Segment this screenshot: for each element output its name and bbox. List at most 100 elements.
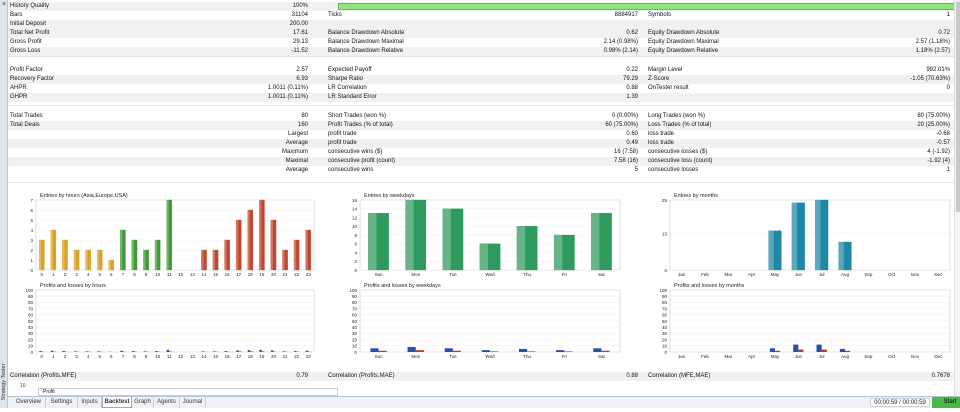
y-tick-label: 0 — [664, 350, 667, 355]
x-tick-label: 11 — [167, 354, 172, 359]
stats-value-1: 6.93 — [208, 75, 308, 84]
x-tick-label: 8 — [133, 354, 136, 359]
chart-bar — [262, 351, 265, 352]
stats-label-2: LR Standard Error — [328, 93, 478, 102]
tab-graph[interactable]: Graph — [132, 397, 154, 408]
chart-bar-highlight — [792, 203, 797, 270]
chart-bar-highlight — [97, 250, 99, 270]
close-icon[interactable]: × — [0, 1, 8, 9]
stats-label-2: Balance Drawdown Absolute — [328, 29, 478, 38]
history-quality-row: History Quality 100% — [8, 2, 954, 11]
y-tick-label: 90 — [28, 294, 34, 299]
stats-value-2: 0.88 — [528, 84, 638, 93]
y-tick-label: 20 — [662, 337, 668, 342]
y-tick-label: 0 — [30, 350, 33, 355]
y-tick-label: 70 — [28, 306, 34, 311]
stats-label-3: Loss Trades (% of total) — [648, 121, 798, 130]
stats-label-2: consecutive wins ($) — [328, 148, 478, 157]
stats-label-3: Margin Level — [648, 66, 798, 75]
bottom-chart-frame: Profit — [38, 388, 338, 396]
chart-bar-highlight — [368, 213, 376, 270]
x-tick-label: 7 — [122, 272, 125, 277]
x-tick-label: Feb — [701, 354, 709, 359]
stats-value-1: 1.0011 (0.11%) — [208, 93, 308, 102]
correlation-mfe-mae-label: Correlation (MFE,MAE) — [648, 372, 798, 381]
x-tick-label: Nov — [911, 354, 920, 359]
chart-bar-highlight — [306, 230, 308, 270]
tab-backtest[interactable]: Backtest — [102, 397, 132, 408]
scrollbar-thumb[interactable] — [956, 2, 960, 212]
chart-bar — [155, 351, 158, 352]
chart-title: Entries by weekdays — [364, 193, 415, 199]
x-tick-label: 22 — [294, 354, 300, 359]
y-tick-label: 90 — [352, 294, 358, 299]
x-tick-label: Fri — [562, 354, 567, 359]
stats-label-3: loss trade — [648, 139, 798, 148]
y-tick-label: 50 — [352, 319, 358, 324]
stats-value-2: 0.60 — [528, 130, 638, 139]
y-tick-label: 100 — [349, 288, 357, 293]
tab-overview[interactable]: Overview — [12, 397, 46, 408]
y-tick-label: 2 — [30, 248, 33, 253]
stats-value-1: -11.52 — [208, 47, 308, 56]
tab-agents[interactable]: Agents — [154, 397, 180, 408]
chart-bar-highlight — [839, 242, 844, 270]
x-tick-label: 8 — [133, 272, 136, 277]
chart-bar — [282, 351, 285, 352]
x-tick-label: 3 — [75, 272, 78, 277]
stats-value-2: 79.29 — [528, 75, 638, 84]
chart-bar — [132, 351, 135, 352]
x-tick-label: 3 — [75, 354, 78, 359]
initial-deposit-row: Initial Deposit 200.00 — [8, 20, 954, 29]
x-tick-label: Tue — [449, 272, 457, 277]
tab-inputs[interactable]: Inputs — [78, 397, 102, 408]
chart-bar — [259, 350, 262, 352]
chart-bar-highlight — [480, 244, 488, 270]
stats-value-3: 2.57 (1.18%) — [848, 38, 950, 47]
chart-bar-highlight — [236, 220, 238, 270]
bottom-axis-tick: 10 — [20, 382, 40, 391]
chart-bar — [294, 351, 297, 352]
chart-bar — [601, 351, 609, 352]
correlation-row: Correlation (Profits,MFE) 0.79 Correlati… — [8, 372, 954, 381]
bars-value: 31104 — [208, 11, 308, 20]
x-tick-label: Apr — [748, 354, 756, 359]
vertical-scrollbar[interactable] — [954, 0, 960, 396]
chart-bar — [120, 351, 123, 352]
x-tick-label: 9 — [145, 354, 148, 359]
y-tick-label: 60 — [662, 313, 668, 318]
stats-label-3 — [648, 93, 798, 102]
chart-bar — [817, 345, 822, 352]
y-tick-label: 3 — [30, 238, 33, 243]
chart-bar-highlight — [143, 250, 145, 270]
x-tick-label: 1 — [52, 272, 55, 277]
y-tick-label: 4 — [354, 250, 357, 255]
chart-bar — [564, 351, 572, 352]
x-tick-label: 17 — [236, 272, 242, 277]
y-tick-label: 10 — [28, 344, 34, 349]
chart-bar — [225, 351, 228, 352]
x-tick-label: Tue — [449, 354, 457, 359]
tab-settings[interactable]: Settings — [46, 397, 78, 408]
x-tick-label: 21 — [283, 272, 289, 277]
stats-label-2: Short Trades (won %) — [328, 112, 478, 121]
chart-bar-highlight — [74, 250, 76, 270]
tab-journal[interactable]: Journal — [180, 397, 206, 408]
stats-label-2: LR Correlation — [328, 84, 478, 93]
chart-bar — [453, 351, 461, 352]
stats-value-1 — [208, 130, 308, 139]
y-tick-label: 2 — [354, 259, 357, 264]
stats-label-3: OnTester result — [648, 84, 798, 93]
history-quality-value: 100% — [208, 2, 308, 11]
chart-bar-highlight — [554, 235, 562, 270]
stats-label-3: Equity Drawdown Absolute — [648, 29, 798, 38]
start-button[interactable]: Start — [932, 397, 960, 408]
stats-label-2: Profit Trades (% of total) — [328, 121, 478, 130]
